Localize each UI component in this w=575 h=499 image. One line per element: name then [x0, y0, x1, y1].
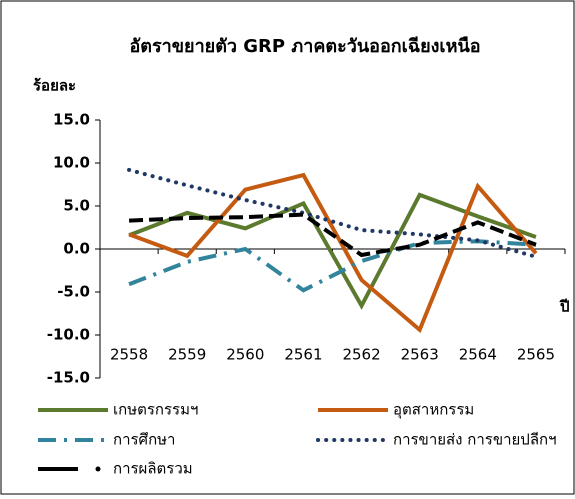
- line-series: [128, 212, 537, 258]
- legend-label: เกษตรกรรมฯ: [113, 401, 198, 419]
- y-tick-label: -5.0: [57, 283, 90, 301]
- x-axis-label: ปี: [559, 298, 569, 316]
- legend-label: การขายส่ง การขายปลีกฯ: [393, 431, 557, 449]
- x-tick-label: 2564: [459, 346, 497, 364]
- x-tick-label: 2565: [517, 346, 555, 364]
- x-tick-label: 2561: [284, 346, 322, 364]
- x-tick-label: 2562: [342, 346, 380, 364]
- y-tick-label: -10.0: [47, 326, 90, 344]
- line-series: [128, 172, 538, 334]
- line-series: [127, 167, 538, 259]
- y-tick-label: 0.0: [63, 240, 90, 258]
- legend-label: การศึกษา: [113, 431, 175, 449]
- chart-title: อัตราขยายตัว GRP ภาคตะวันออกเฉียงเหนือ: [129, 36, 480, 57]
- y-tick-label: 5.0: [63, 197, 90, 215]
- legend-swatch-dot: [95, 466, 101, 472]
- x-tick-label: 2563: [401, 346, 439, 364]
- y-tick-label: 10.0: [53, 154, 90, 172]
- line-series: [128, 239, 537, 293]
- legend-label: การผลิตรวม: [113, 460, 193, 478]
- legend-label: อุตสาหกรรม: [393, 401, 474, 420]
- x-tick-label: 2559: [168, 346, 206, 364]
- y-tick-label: -15.0: [47, 369, 90, 387]
- x-tick-label: 2558: [110, 346, 148, 364]
- y-axis-label: ร้อยละ: [33, 77, 76, 95]
- x-tick-label: 2560: [226, 346, 264, 364]
- y-tick-label: 15.0: [53, 111, 90, 129]
